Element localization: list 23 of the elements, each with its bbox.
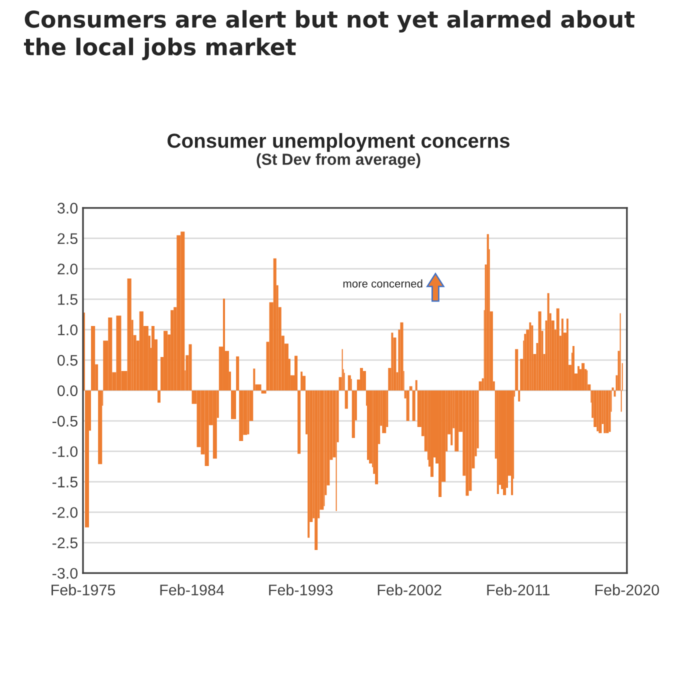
y-tick-label: 2.0 <box>58 264 78 274</box>
annotation: more concerned <box>343 279 422 288</box>
chart-subtitle: (St Dev from average) <box>256 153 420 168</box>
y-tick-label: 1.5 <box>58 294 78 305</box>
y-tick-label: 0.5 <box>58 354 78 366</box>
chart-title: Consumer unemployment concerns <box>168 133 510 152</box>
y-tick-label: -1.5 <box>52 476 78 488</box>
y-tick-label: -2.0 <box>52 507 78 518</box>
x-tick-label: Feb-1975 <box>52 584 116 596</box>
y-tick-label: -1.0 <box>52 446 78 458</box>
x-tick-label: Feb-1984 <box>160 584 224 596</box>
y-tick-label: -2.5 <box>52 538 78 548</box>
y-tick-label: 2.5 <box>58 233 78 244</box>
x-tick-label: Feb-1993 <box>269 584 333 596</box>
x-tick-label: Feb-2020 <box>595 584 660 596</box>
y-tick-label: 3.0 <box>57 202 78 214</box>
y-tick-label: -0.5 <box>52 416 78 427</box>
x-tick-label: Feb-2011 <box>487 584 550 596</box>
x-tick-label: Feb-2002 <box>378 584 442 596</box>
y-tick-label: 1.0 <box>58 324 78 336</box>
y-tick-label: -3.0 <box>52 568 78 579</box>
text: Consumers are alert but not yet alarmed about the local jobs market <box>24 10 635 60</box>
y-tick-label: 0.0 <box>58 385 78 396</box>
